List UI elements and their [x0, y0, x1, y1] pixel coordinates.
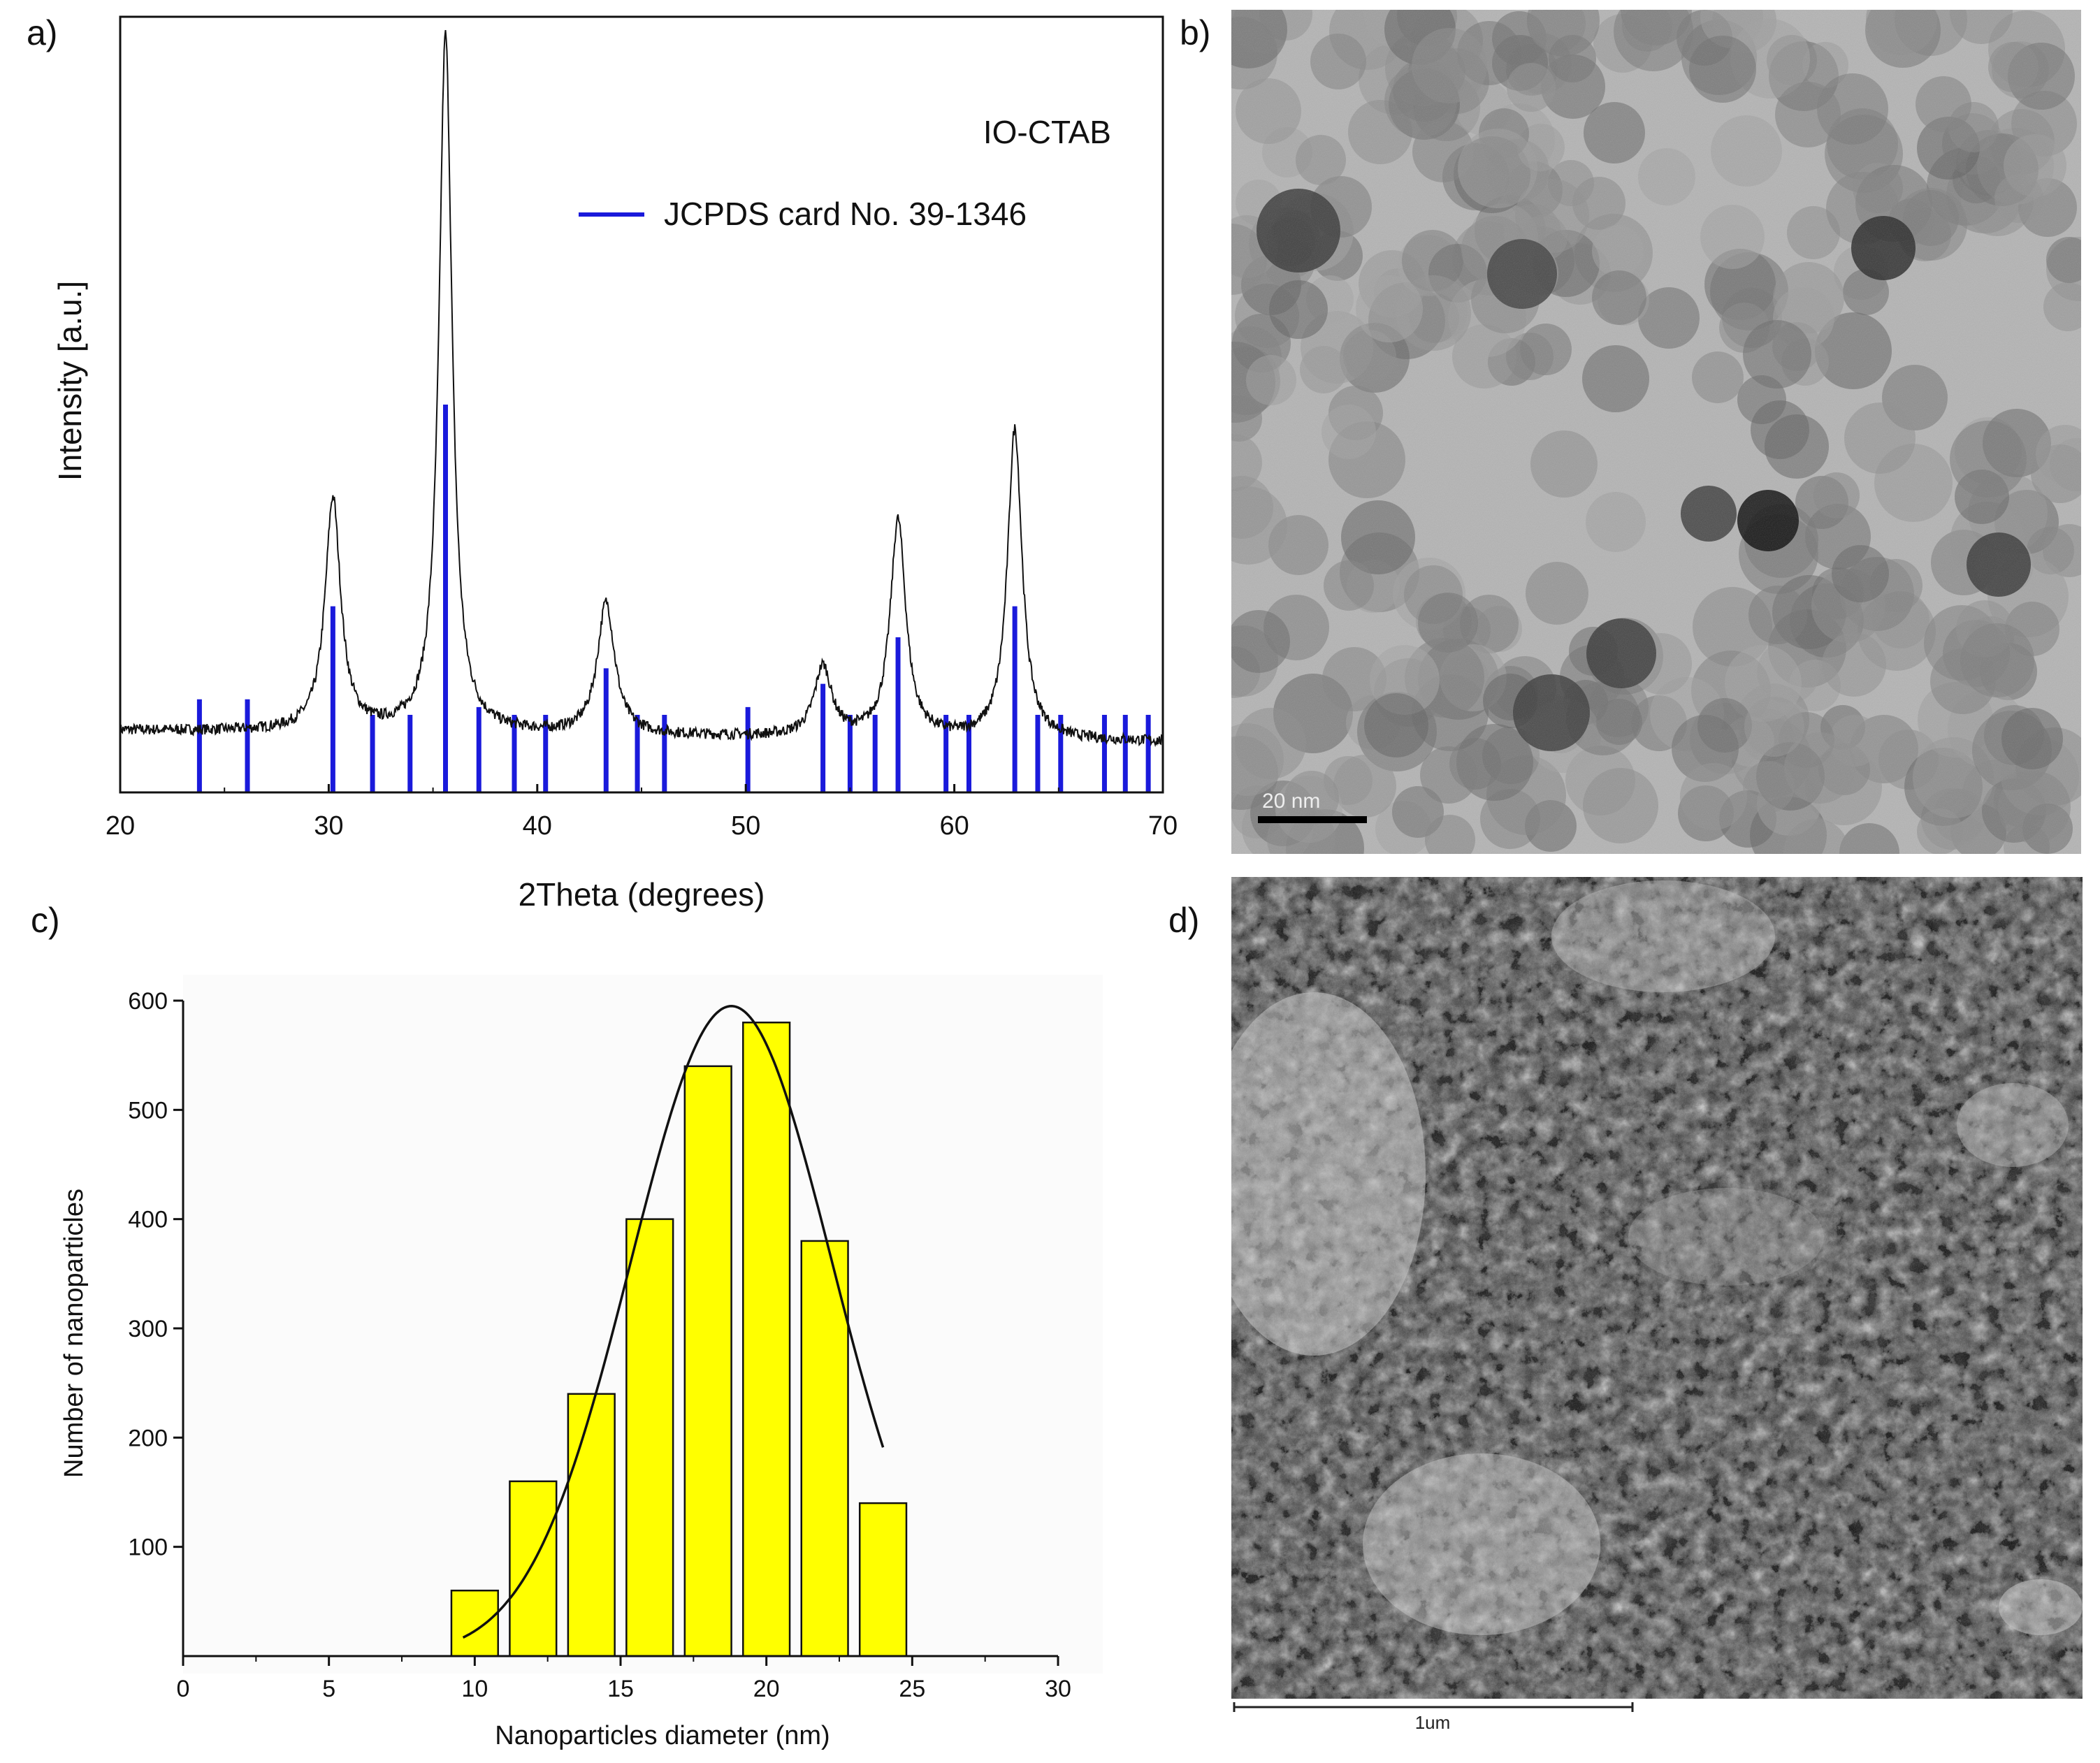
histogram-x-tick-label: 10 — [461, 1676, 488, 1702]
histogram-x-tick-label: 25 — [899, 1676, 925, 1702]
xrd-x-axis-title: 2Theta (degrees) — [519, 876, 765, 913]
xrd-x-tick-label: 60 — [939, 811, 969, 841]
histogram-y-axis-title: Number of nanoparticles — [59, 1189, 89, 1478]
tem-scale-bar-label: 20 nm — [1262, 790, 1320, 813]
histogram-bar — [450, 1589, 499, 1657]
panel-d-sem-image: d) 1um — [1168, 877, 2083, 1733]
xrd-x-tick-label: 20 — [106, 811, 135, 841]
histogram-bar — [625, 1218, 674, 1657]
panel-a-xrd-chart: a) 20 30 40 50 60 70 2Theta (degrees) Intensi… — [27, 13, 1178, 913]
histogram-y-tick-label: 600 — [128, 988, 168, 1015]
histogram-y-tick-label: 300 — [128, 1316, 168, 1342]
xrd-pattern-line — [120, 30, 1164, 748]
histogram-y-tick-label: 400 — [128, 1207, 168, 1233]
panel-c-size-histogram: c) 0 5 10 15 20 25 30 100 200 300 400 500 600 Nanopa… — [31, 901, 1103, 1750]
histogram-bar — [800, 1240, 849, 1657]
xrd-x-ticks: 20 30 40 50 60 70 — [106, 784, 1178, 841]
xrd-series-label: IO-CTAB — [983, 114, 1111, 150]
histogram-bar — [509, 1480, 558, 1657]
histogram-x-tick-label: 30 — [1045, 1676, 1071, 1702]
panel-d-letter: d) — [1168, 901, 1199, 940]
panel-b-letter: b) — [1180, 13, 1210, 52]
histogram-x-tick-label: 15 — [607, 1676, 634, 1702]
panel-c-letter: c) — [31, 901, 60, 940]
histogram-x-tick-label: 0 — [177, 1676, 190, 1702]
histogram-bar — [742, 1022, 791, 1657]
histogram-x-tick-label: 20 — [753, 1676, 780, 1702]
histogram-bar — [567, 1393, 616, 1657]
panel-a-letter: a) — [27, 13, 57, 52]
xrd-y-axis-title: Intensity [a.u.] — [52, 281, 88, 481]
panel-b-tem-image: b) 20 nm — [1180, 10, 2081, 854]
xrd-plot-area — [120, 30, 1164, 792]
tem-micrograph — [1231, 10, 2081, 854]
histogram-bars — [450, 1022, 908, 1657]
xrd-x-tick-label: 70 — [1148, 811, 1178, 841]
xrd-x-tick-label: 30 — [314, 811, 343, 841]
histogram-ticks: 0 5 10 15 20 25 30 100 200 300 400 500 600 — [128, 988, 1071, 1702]
xrd-x-tick-label: 40 — [523, 811, 552, 841]
gaussian-fit-curve — [462, 1005, 885, 1639]
histogram-y-tick-label: 100 — [128, 1535, 168, 1561]
legend-reference-label: JCPDS card No. 39-1346 — [664, 196, 1027, 232]
histogram-x-axis-title: Nanoparticles diameter (nm) — [495, 1721, 830, 1750]
histogram-y-tick-label: 500 — [128, 1097, 168, 1124]
sem-scale-bar-label: 1um — [1415, 1712, 1451, 1733]
histogram-bar — [683, 1065, 732, 1657]
histogram-bar — [858, 1502, 908, 1657]
histogram-y-tick-label: 200 — [128, 1425, 168, 1451]
xrd-x-tick-label: 50 — [731, 811, 760, 841]
sem-micrograph — [1231, 877, 2083, 1699]
tem-scale-bar — [1258, 816, 1367, 823]
histogram-x-tick-label: 5 — [322, 1676, 335, 1702]
